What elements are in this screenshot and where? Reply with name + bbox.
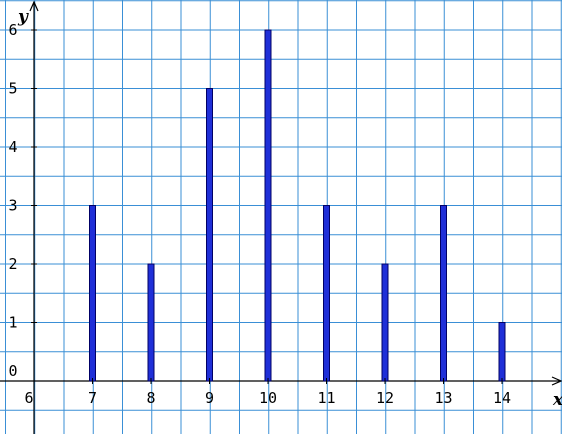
x-tick-label: 7 bbox=[88, 389, 97, 407]
x-tick-label: 10 bbox=[259, 389, 277, 407]
y-tick-label: 5 bbox=[8, 80, 17, 98]
bar-x-9 bbox=[206, 88, 213, 382]
y-tick-label: 2 bbox=[8, 255, 17, 273]
x-tick-label: 9 bbox=[205, 389, 214, 407]
bar-x-13 bbox=[440, 205, 447, 382]
bar-x-8 bbox=[147, 263, 155, 382]
y-tick-label: 3 bbox=[8, 197, 17, 215]
y-tick-label: 0 bbox=[8, 362, 17, 380]
bar-x-11 bbox=[323, 205, 330, 382]
x-tick-label: 12 bbox=[376, 389, 394, 407]
x-axis-label: x bbox=[552, 390, 562, 410]
x-tick-label: 8 bbox=[146, 389, 155, 407]
y-tick-label: 4 bbox=[8, 138, 17, 156]
y-tick-label: 6 bbox=[8, 21, 17, 39]
x-axis-arrow bbox=[551, 376, 562, 386]
y-tick-label: 1 bbox=[8, 314, 17, 332]
bar-x-7 bbox=[89, 205, 96, 382]
bar-x-12 bbox=[381, 263, 389, 382]
y-axis-label: y bbox=[17, 7, 29, 27]
y-axis-arrow bbox=[29, 0, 39, 12]
bar-x-10 bbox=[264, 29, 272, 382]
x-tick-label: 11 bbox=[317, 389, 335, 407]
x-tick-label: 6 bbox=[24, 389, 33, 407]
x-tick-label: 14 bbox=[493, 389, 511, 407]
x-tick-label: 13 bbox=[434, 389, 452, 407]
bar-x-14 bbox=[498, 322, 506, 382]
